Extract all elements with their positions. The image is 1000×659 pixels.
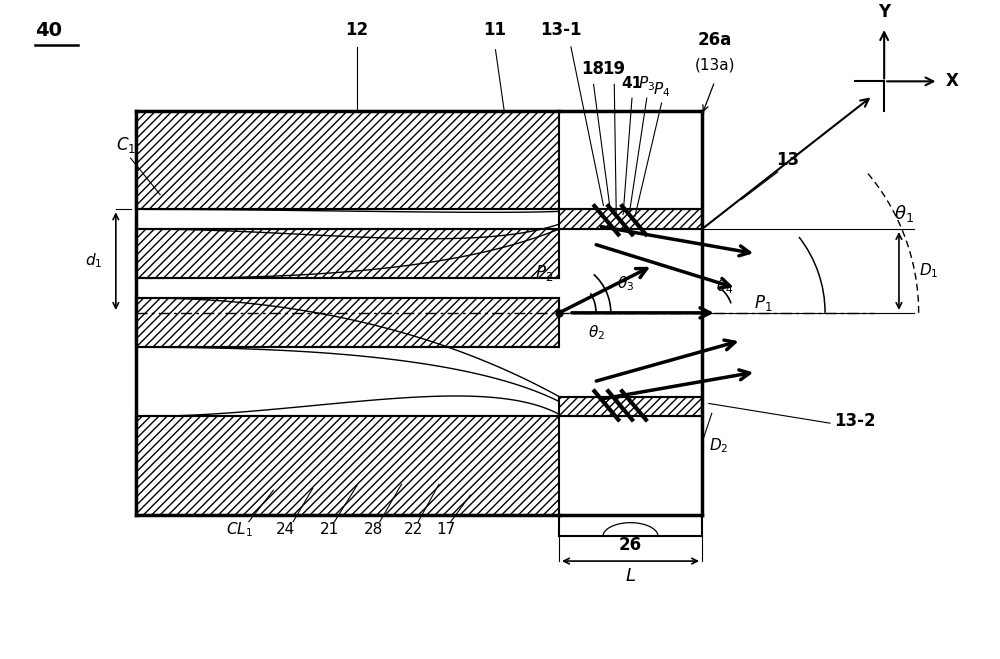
Text: 11: 11	[484, 21, 507, 39]
Text: 21: 21	[320, 523, 339, 538]
Text: X: X	[945, 72, 958, 90]
Text: $P_1$: $P_1$	[754, 293, 773, 313]
Text: (13a): (13a)	[694, 57, 735, 72]
Text: $P_3$: $P_3$	[638, 74, 655, 93]
Text: 28: 28	[364, 523, 384, 538]
Text: $L$: $L$	[625, 567, 636, 585]
Bar	[136, 111, 559, 210]
Bar	[559, 397, 702, 416]
Text: $\theta_2$: $\theta_2$	[588, 324, 605, 342]
Bar	[136, 416, 559, 515]
Text: 40: 40	[35, 21, 62, 40]
Text: $\theta_1$: $\theta_1$	[894, 203, 914, 224]
Text: 24: 24	[276, 523, 295, 538]
Text: $\theta_4$: $\theta_4$	[716, 277, 733, 296]
Text: 19: 19	[602, 61, 625, 78]
Text: $CL_1$: $CL_1$	[226, 521, 252, 539]
Text: 17: 17	[436, 523, 455, 538]
Bar	[136, 229, 559, 278]
Text: 13: 13	[776, 151, 799, 169]
Text: 26: 26	[619, 536, 642, 554]
Text: 12: 12	[346, 21, 369, 39]
Text: $P_4$: $P_4$	[653, 80, 670, 99]
Text: $d_1$: $d_1$	[85, 252, 103, 270]
Text: Y: Y	[878, 3, 890, 21]
Text: $D_1$: $D_1$	[919, 262, 938, 280]
Text: $D_2$: $D_2$	[709, 437, 728, 455]
Text: 18: 18	[581, 61, 604, 78]
Text: 13-2: 13-2	[834, 412, 875, 430]
Text: $\theta_3$: $\theta_3$	[617, 274, 635, 293]
Text: 41: 41	[621, 76, 643, 91]
Text: $C_1$: $C_1$	[116, 135, 136, 156]
Text: 26a: 26a	[698, 31, 732, 49]
Text: 13-1: 13-1	[540, 21, 582, 39]
Bar	[559, 210, 702, 229]
Text: $P_2$: $P_2$	[535, 264, 553, 283]
Text: 22: 22	[404, 523, 423, 538]
Bar	[136, 298, 559, 347]
